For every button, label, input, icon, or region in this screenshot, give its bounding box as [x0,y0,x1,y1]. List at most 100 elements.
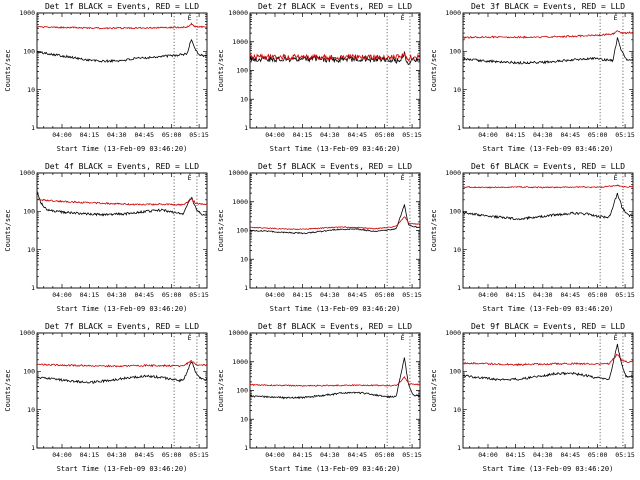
detector-panel-4: Det 4f BLACK = Events, RED = LLD 1 10 100 10… [1,160,214,320]
x-tick-label: 04:00 [478,451,498,459]
panel-svg: Det 4f BLACK = Events, RED = LLD 1 10 100 10… [4,162,209,313]
x-tick-label: 04:00 [52,291,72,299]
detector-panel-1: Det 1f BLACK = Events, RED = LLD 1 10 100 10… [1,0,214,160]
y-tick-label: 1 [31,284,35,292]
x-tick-label: 04:30 [533,131,553,139]
lld-series-line [249,376,420,387]
axis-ticks [249,332,420,449]
x-tick-label: 05:15 [402,451,422,459]
panel-svg: Det 1f BLACK = Events, RED = LLD 1 10 100 10… [4,2,209,153]
x-tick-label: 05:00 [161,131,181,139]
axis-ticks [462,172,633,289]
x-tick-label: 04:15 [505,451,525,459]
y-axis-label: Counts/sec [4,369,12,411]
x-axis-label: Start Time (13-Feb-09 03:46:20) [269,465,400,473]
y-tick-label: 10 [240,415,248,423]
y-tick-label: 100 [449,48,461,56]
x-tick-label: 05:15 [615,291,635,299]
panel-title: Det 7f BLACK = Events, RED = LLD [44,322,198,331]
plot-frame [462,332,633,449]
y-tick-label: 10000 [228,329,248,337]
panel-title: Det 8f BLACK = Events, RED = LLD [257,322,411,331]
y-axis-label: Counts/sec [217,209,225,251]
panel-svg: Det 2f BLACK = Events, RED = LLD 1 10 100 10… [217,2,422,153]
x-tick-label: 04:45 [134,131,154,139]
axis-ticks [36,12,207,129]
event-label: E [613,14,617,22]
y-axis-label: Counts/sec [217,49,225,91]
y-tick-label: 1000 [445,329,461,337]
y-tick-label: 100 [449,368,461,376]
x-tick-label: 05:15 [189,451,209,459]
y-tick-label: 1 [457,124,461,132]
plot-frame [249,332,420,449]
plot-frame [36,12,207,129]
panel-title: Det 5f BLACK = Events, RED = LLD [257,162,411,171]
y-tick-label: 10000 [228,169,248,177]
axis-ticks [462,12,633,129]
y-tick-label: 1000 [19,329,35,337]
panel-title: Det 3f BLACK = Events, RED = LLD [470,2,624,11]
y-tick-label: 100 [236,227,248,235]
x-tick-label: 04:45 [347,291,367,299]
y-tick-label: 1 [31,444,35,452]
y-tick-label: 100 [236,67,248,75]
x-tick-label: 04:30 [533,451,553,459]
x-tick-label: 04:30 [320,291,340,299]
x-tick-label: 04:15 [79,291,99,299]
x-tick-label: 04:15 [79,131,99,139]
detector-panel-7: Det 7f BLACK = Events, RED = LLD 1 10 100 10… [1,320,214,480]
y-tick-label: 10 [453,406,461,414]
y-tick-label: 100 [23,368,35,376]
y-tick-label: 1000 [232,358,248,366]
events-series-line [462,343,633,382]
event-label: E [613,334,617,342]
y-axis-label: Counts/sec [430,369,438,411]
events-series-line [249,357,420,400]
x-tick-label: 05:15 [402,291,422,299]
x-tick-label: 04:15 [292,451,312,459]
events-series-line [249,204,420,235]
x-tick-label: 05:00 [587,131,607,139]
x-tick-label: 05:00 [374,131,394,139]
axis-ticks [36,172,207,289]
x-tick-label: 04:30 [107,291,127,299]
panel-title: Det 2f BLACK = Events, RED = LLD [257,2,411,11]
x-axis-label: Start Time (13-Feb-09 03:46:20) [56,305,187,313]
lld-series-line [462,30,633,39]
x-axis-label: Start Time (13-Feb-09 03:46:20) [482,305,613,313]
x-tick-label: 04:00 [478,291,498,299]
panel-title: Det 9f BLACK = Events, RED = LLD [470,322,624,331]
y-axis-label: Counts/sec [430,209,438,251]
panel-svg: Det 5f BLACK = Events, RED = LLD 1 10 100 10… [217,162,422,313]
x-tick-label: 05:00 [587,291,607,299]
panel-title: Det 1f BLACK = Events, RED = LLD [44,2,198,11]
x-tick-label: 04:00 [265,131,285,139]
y-tick-label: 10000 [228,9,248,17]
x-tick-label: 04:15 [292,131,312,139]
panel-title: Det 4f BLACK = Events, RED = LLD [44,162,198,171]
x-tick-label: 05:00 [374,291,394,299]
x-tick-label: 04:45 [560,291,580,299]
x-tick-label: 05:00 [161,291,181,299]
event-label: E [187,334,191,342]
lld-series-line [36,198,207,207]
y-tick-label: 1 [31,124,35,132]
events-series-line [462,37,633,65]
x-tick-label: 04:15 [505,131,525,139]
lld-series-line [36,22,207,30]
x-tick-label: 05:15 [189,131,209,139]
detector-panel-3: Det 3f BLACK = Events, RED = LLD 1 10 100 10… [427,0,640,160]
y-tick-label: 1 [457,284,461,292]
x-tick-label: 04:00 [265,451,285,459]
y-tick-label: 100 [449,208,461,216]
x-tick-label: 04:45 [560,451,580,459]
y-tick-label: 10 [27,406,35,414]
x-tick-label: 04:45 [347,451,367,459]
y-tick-label: 100 [23,48,35,56]
x-tick-label: 04:30 [320,131,340,139]
detector-panel-2: Det 2f BLACK = Events, RED = LLD 1 10 100 10… [214,0,427,160]
x-tick-label: 04:00 [478,131,498,139]
plot-frame [462,12,633,129]
x-tick-label: 04:00 [52,451,72,459]
